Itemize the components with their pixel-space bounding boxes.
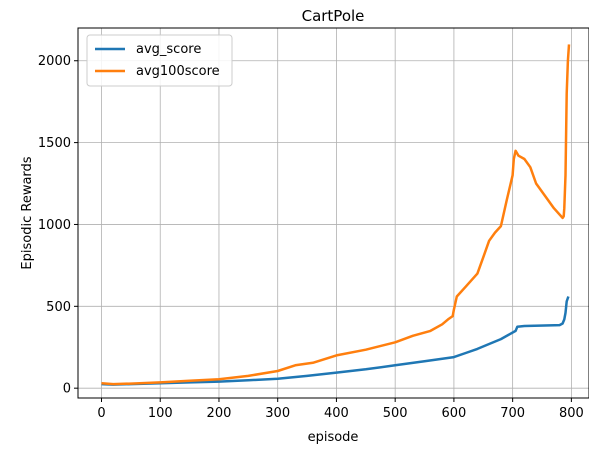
legend: avg_score avg100score	[86, 34, 233, 87]
y-tick-label: 1000	[38, 218, 71, 233]
x-tick-label: 0	[97, 406, 105, 421]
ticks: 0 100 200 300 400 500 600 700 800 0 500 1000 1500 200…	[38, 54, 584, 421]
series-line-avg_score	[101, 296, 570, 386]
y-tick-label: 1500	[38, 136, 71, 151]
legend-label-avg-score: avg_score	[136, 42, 201, 57]
x-tick-label: 600	[441, 406, 466, 421]
x-tick-label: 500	[383, 406, 408, 421]
y-axis-label: Episodic Rewards	[20, 156, 35, 269]
series-line-avg100score	[101, 44, 571, 386]
x-tick-label: 100	[148, 406, 173, 421]
series-layer	[101, 44, 571, 386]
legend-label-avg100score: avg100score	[136, 64, 220, 79]
grid	[78, 28, 589, 398]
x-tick-label: 700	[500, 406, 525, 421]
y-tick-label: 2000	[38, 54, 71, 69]
x-tick-label: 400	[324, 406, 349, 421]
x-axis-label: episode	[308, 430, 359, 445]
plot-frame	[77, 27, 589, 399]
chart-title: CartPole	[302, 7, 365, 25]
x-tick-label: 200	[207, 406, 232, 421]
y-tick-label: 0	[63, 382, 71, 397]
y-tick-label: 500	[46, 300, 71, 315]
x-tick-label: 300	[265, 406, 290, 421]
x-tick-label: 800	[559, 406, 584, 421]
